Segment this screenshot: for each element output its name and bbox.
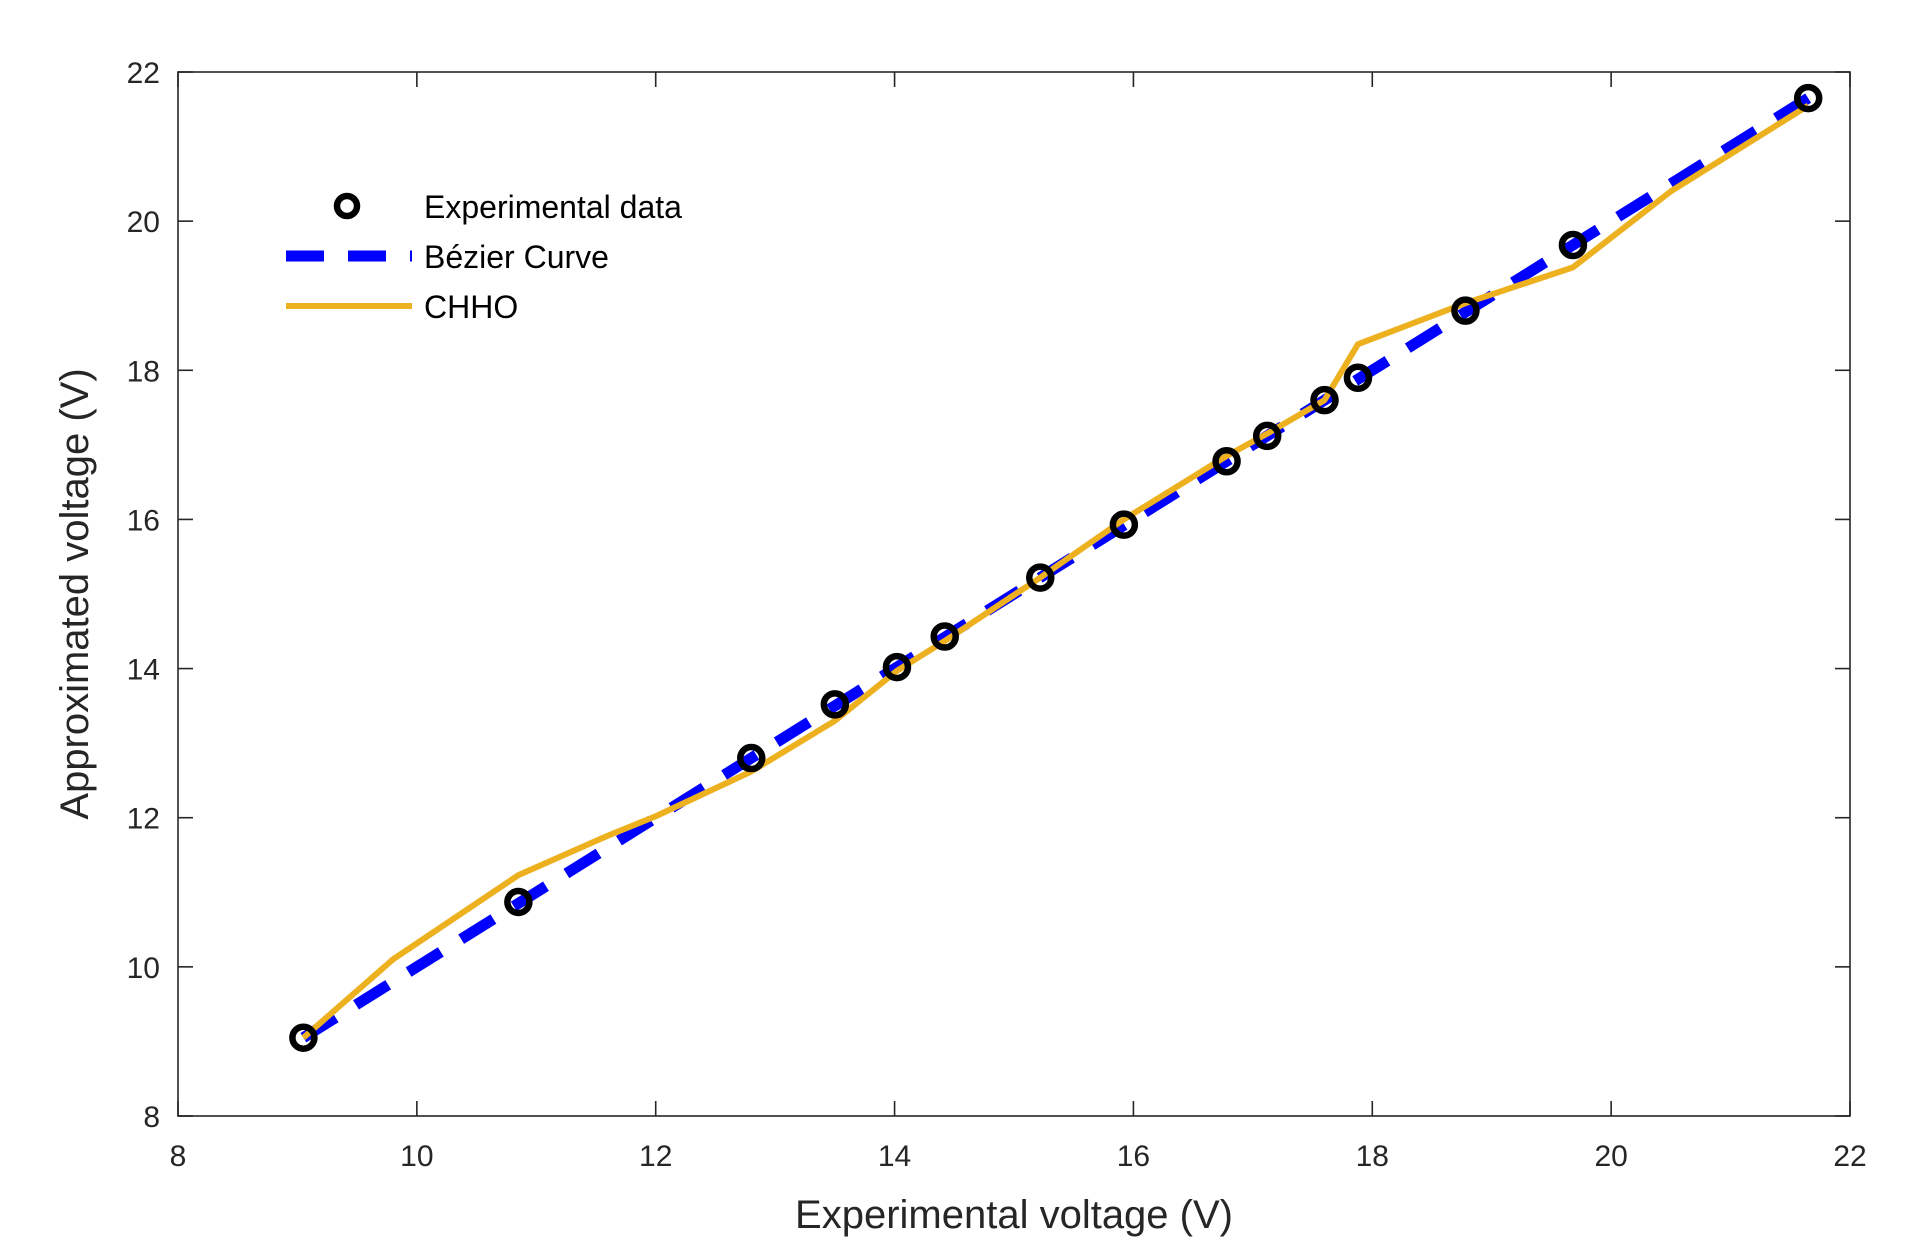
legend-label-chho: CHHO <box>424 289 518 325</box>
x-tick-label: 12 <box>639 1140 672 1173</box>
y-tick-label: 22 <box>127 57 160 90</box>
x-tick-label: 14 <box>878 1140 911 1173</box>
plot-lines <box>300 93 1812 1043</box>
y-tick-label: 8 <box>143 1101 160 1134</box>
axis-tick-labels: 8 10 12 14 16 18 20 22 8 10 12 14 16 18 20 22 <box>127 57 1867 1173</box>
legend-swatch-experimental-data <box>333 192 361 220</box>
data-point-experimental <box>504 887 533 917</box>
x-tick-label: 18 <box>1356 1140 1389 1173</box>
data-point-experimental <box>1451 296 1480 325</box>
data-point-experimental <box>1212 447 1241 476</box>
data-point-experimental <box>1558 230 1588 260</box>
y-axis-label: Approximated voltage (V) <box>53 368 97 819</box>
data-point-experimental <box>1343 363 1373 392</box>
x-tick-label: 22 <box>1833 1140 1866 1173</box>
x-axis-label: Experimental voltage (V) <box>795 1193 1233 1237</box>
series-chho-line <box>301 103 1810 1040</box>
data-point-experimental <box>820 690 850 719</box>
data-point-experimental <box>1310 385 1339 415</box>
y-tick-label: 20 <box>127 206 160 239</box>
plot-markers <box>289 83 1823 1052</box>
y-tick-label: 10 <box>127 952 160 985</box>
y-tick-label: 16 <box>127 504 160 537</box>
data-point-experimental <box>737 743 766 773</box>
x-tick-label: 10 <box>400 1140 433 1173</box>
y-tick-label: 18 <box>127 355 160 388</box>
data-point-experimental <box>1252 421 1282 451</box>
data-point-experimental <box>930 622 959 651</box>
data-point-experimental <box>882 652 912 682</box>
data-point-experimental <box>1109 510 1139 539</box>
y-tick-label: 12 <box>127 803 160 836</box>
data-point-experimental <box>1793 83 1823 113</box>
legend-label-experimental-data: Experimental data <box>424 189 682 225</box>
axis-ticks <box>177 71 1851 1117</box>
x-tick-label: 8 <box>170 1140 187 1173</box>
legend: Experimental data Bézier Curve CHHO <box>286 189 682 325</box>
plot-frame <box>177 71 1851 1117</box>
y-tick-label: 14 <box>127 654 160 687</box>
data-point-experimental <box>1026 563 1055 592</box>
x-tick-label: 20 <box>1594 1140 1627 1173</box>
x-tick-label: 16 <box>1117 1140 1150 1173</box>
legend-label-bezier-curve: Bézier Curve <box>424 239 609 275</box>
data-point-experimental <box>289 1023 318 1052</box>
